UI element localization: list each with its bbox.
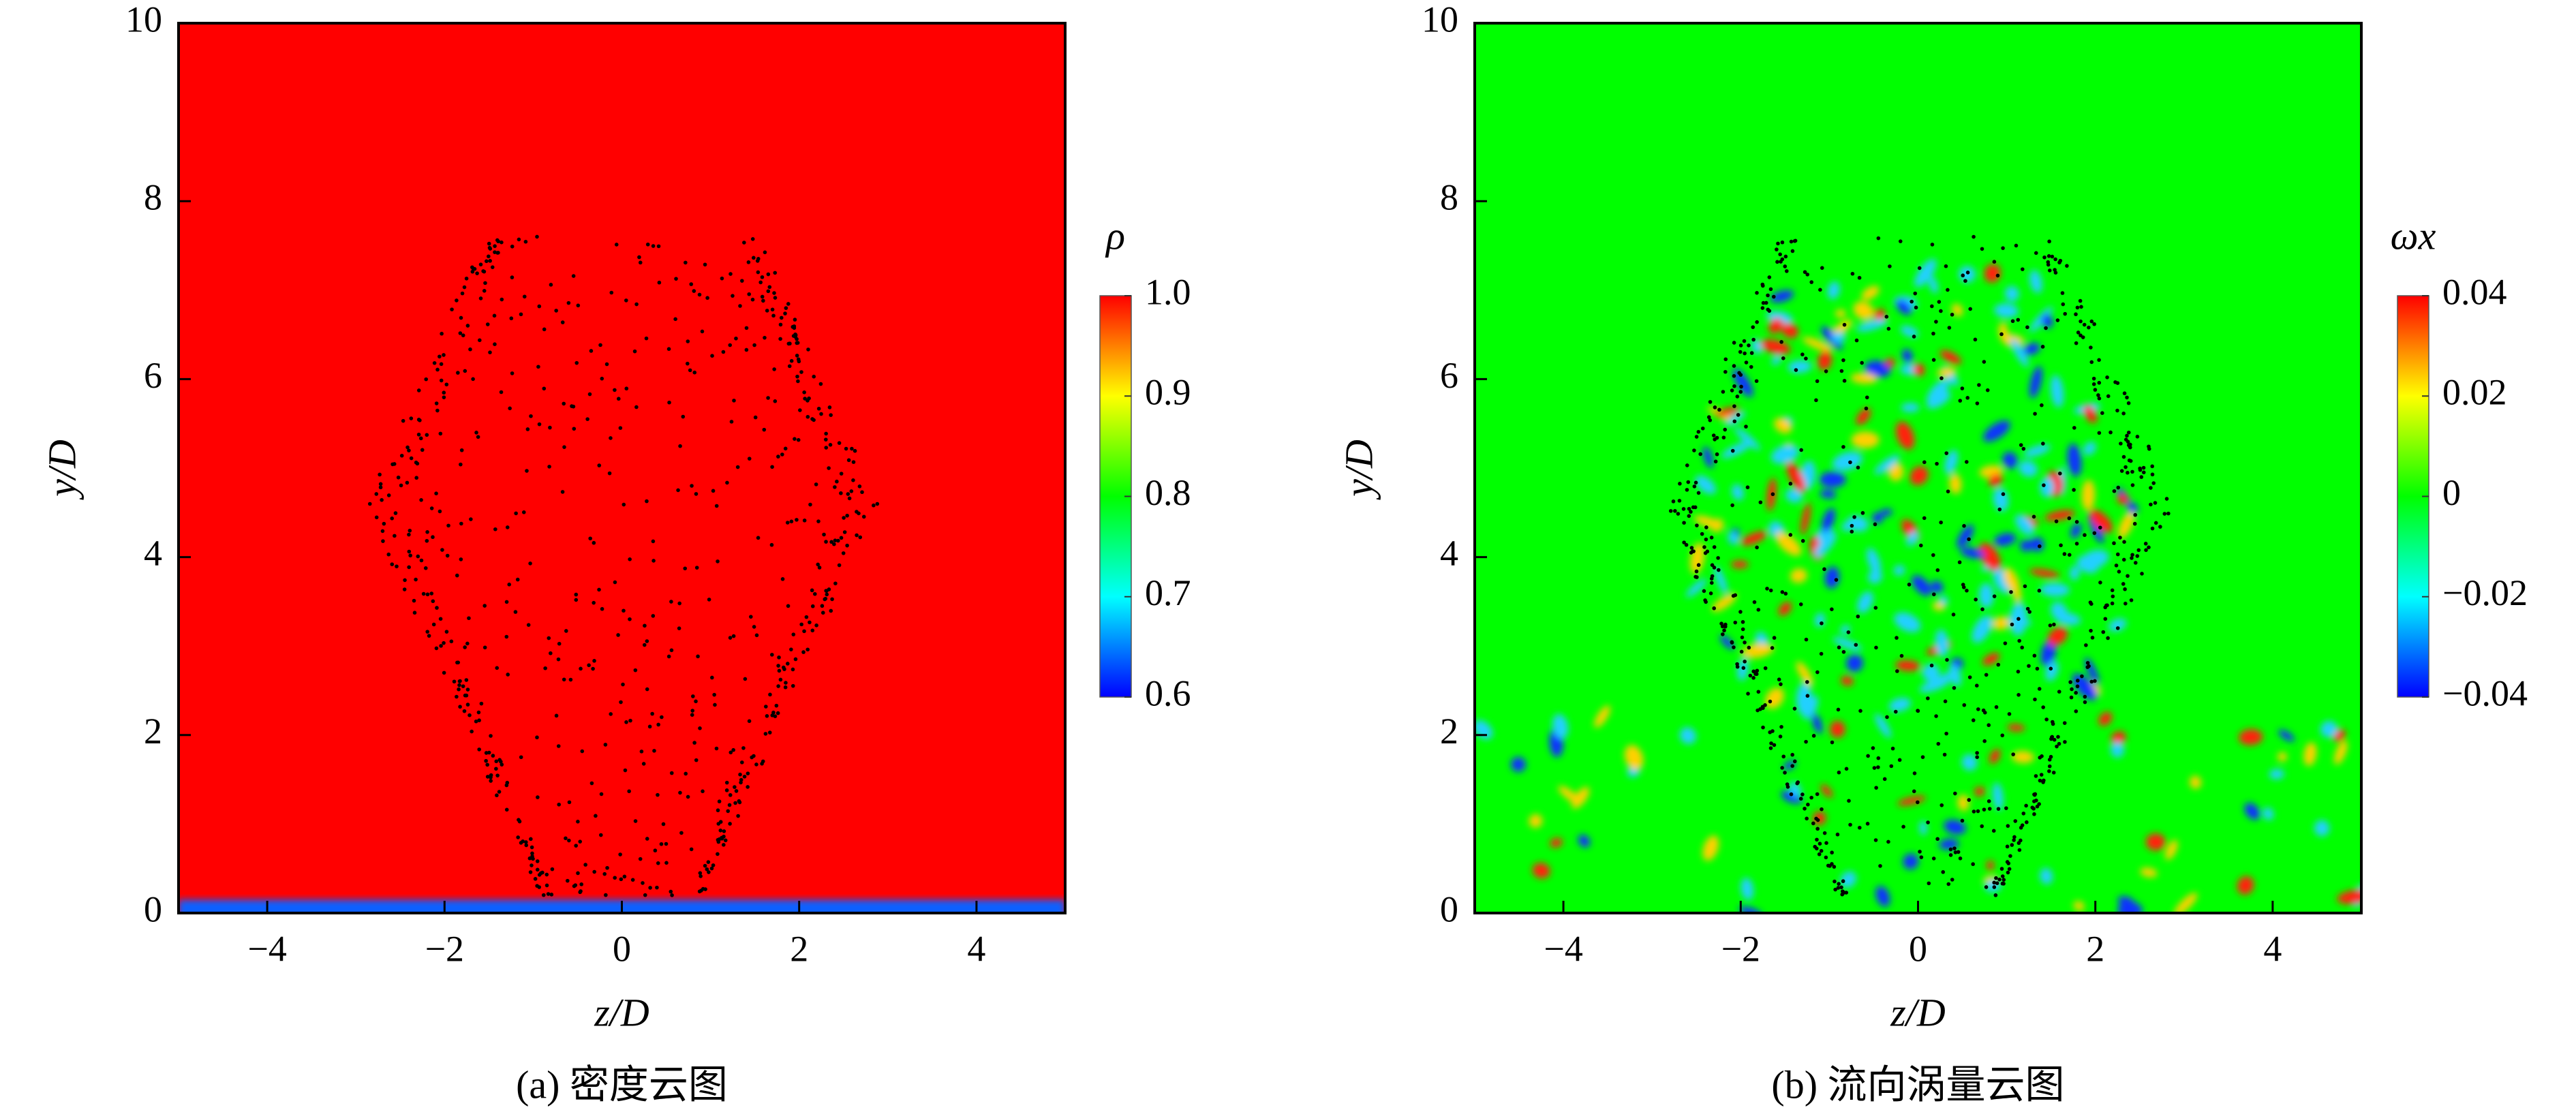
y-axis-label: y/D	[40, 439, 84, 500]
colorbar-label: ωx	[2391, 213, 2436, 258]
y-tick-label: 6	[144, 355, 162, 396]
colorbar-label: ρ	[1105, 213, 1125, 258]
colorbar-tick-label: 1.0	[1145, 271, 1191, 312]
y-tick-label: 6	[1440, 355, 1458, 396]
y-tick-label: 8	[1440, 177, 1458, 218]
colorbar-tick-label: 0.8	[1145, 472, 1191, 513]
y-tick-label: 2	[144, 711, 162, 752]
colorbar-tick-label: 0	[2442, 472, 2461, 513]
x-tick-label: 0	[1909, 928, 1927, 969]
colorbar-tick-label: 0.7	[1145, 572, 1191, 613]
x-tick-label: −4	[247, 928, 286, 969]
colorbar-tick-label: 0.04	[2442, 271, 2507, 312]
x-tick-label: −4	[1544, 928, 1582, 969]
y-tick-label: 10	[125, 0, 162, 40]
x-tick-label: −2	[1721, 928, 1760, 969]
y-tick-label: 8	[144, 177, 162, 218]
y-tick-label: 0	[1440, 889, 1458, 929]
x-axis-label: z/D	[594, 990, 649, 1034]
x-tick-label: 0	[613, 928, 631, 969]
caption: (b) 流向涡量云图	[1771, 1062, 2064, 1107]
y-axis-label: y/D	[1336, 439, 1381, 500]
y-tick-label: 0	[144, 889, 162, 929]
x-tick-label: −2	[425, 928, 464, 969]
panel: −4 −2 0 2 4 0 2 4 6 8 10 z/D y/D (b) 流向涡量云图 −0.04 −0.02…	[1336, 0, 2528, 1107]
y-tick-label: 4	[1440, 533, 1458, 574]
x-tick-label: 4	[2263, 928, 2282, 969]
y-tick-label: 4	[144, 533, 162, 574]
y-tick-label: 10	[1422, 0, 1458, 40]
colorbar-tick-label: 0.6	[1145, 673, 1191, 713]
x-tick-label: 4	[967, 928, 985, 969]
caption: (a) 密度云图	[516, 1062, 728, 1107]
x-tick-label: 2	[790, 928, 808, 969]
panel: −4 −2 0 2 4 0 2 4 6 8 10 z/D y/D (a) 密度云图 0.6 0.7 0.8 0.9…	[40, 0, 1191, 1107]
y-tick-label: 2	[1440, 711, 1458, 752]
colorbar-tick-label: 0.9	[1145, 372, 1191, 413]
colorbar-tick-label: −0.02	[2442, 572, 2528, 613]
colorbar-tick-label: 0.02	[2442, 372, 2507, 413]
colorbar-tick-label: −0.04	[2442, 673, 2528, 713]
x-tick-label: 2	[2086, 928, 2104, 969]
x-axis-label: z/D	[1890, 990, 1946, 1034]
